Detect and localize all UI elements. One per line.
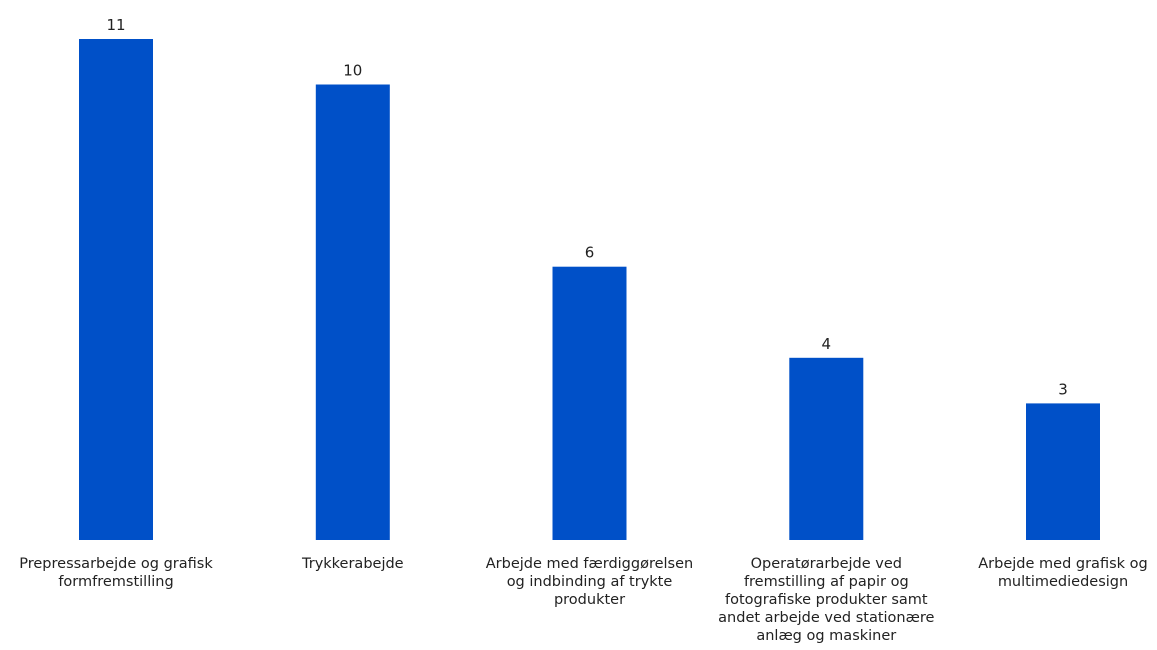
category-label-2: Arbejde med færdiggørelsen og indbinding … <box>486 556 693 608</box>
category-label-line: Trykkerabejde <box>301 556 404 572</box>
category-label-line: fotografiske produkter samt <box>725 592 928 608</box>
category-label-line: Arbejde med færdiggørelsen <box>486 556 693 572</box>
category-label-4: Arbejde med grafisk og multimediedesign <box>978 556 1147 590</box>
category-label-0: Prepressarbejde og grafisk formfremstilli… <box>19 556 213 590</box>
bars-group <box>79 39 1100 540</box>
category-labels-group: Prepressarbejde og grafisk formfremstilli… <box>19 556 1147 644</box>
category-label-line: formfremstilling <box>58 574 173 590</box>
category-label-line: multimediedesign <box>998 574 1128 590</box>
category-label-3: Operatørarbejde ved fremstilling af papir… <box>718 556 934 644</box>
value-label-1: 10 <box>343 62 362 80</box>
category-label-line: og indbinding af trykte <box>507 574 673 590</box>
category-label-line: produkter <box>554 592 625 608</box>
value-label-0: 11 <box>106 16 125 34</box>
value-label-2: 6 <box>585 244 595 262</box>
value-labels-group: 11 10 6 4 3 <box>106 16 1067 398</box>
bar-2 <box>552 266 627 540</box>
bar-3 <box>789 357 864 540</box>
bar-0 <box>79 39 153 540</box>
category-label-line: fremstilling af papir og <box>744 574 909 590</box>
category-label-line: andet arbejde ved stationære <box>718 610 934 626</box>
category-label-line: Arbejde med grafisk og <box>978 556 1147 572</box>
bar-1 <box>315 84 390 540</box>
category-label-line: Operatørarbejde ved <box>751 556 902 572</box>
category-label-line: Prepressarbejde og grafisk <box>19 556 213 572</box>
value-label-3: 4 <box>822 335 832 353</box>
category-label-line: anlæg og maskiner <box>756 628 896 644</box>
category-label-1: Trykkerabejde <box>301 556 404 572</box>
value-label-4: 3 <box>1058 380 1068 398</box>
bar-4 <box>1026 403 1100 540</box>
